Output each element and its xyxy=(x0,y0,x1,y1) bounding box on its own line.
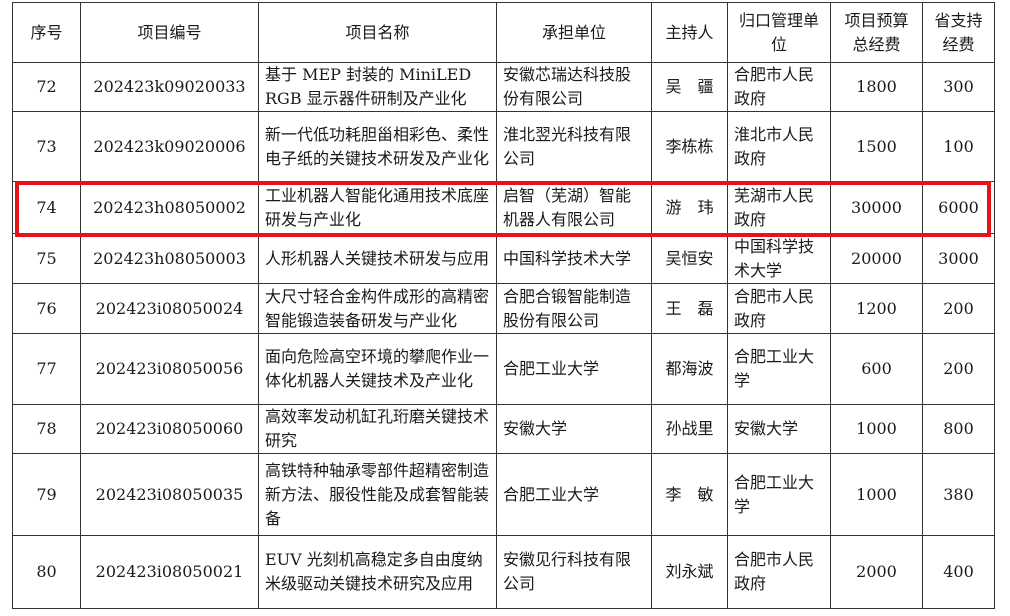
cell-leader: 孙战里 xyxy=(651,404,728,454)
cell-support: 380 xyxy=(922,453,995,536)
cell-support: 200 xyxy=(922,283,995,334)
cell-admin: 合肥市人民政府 xyxy=(727,283,831,334)
cell-leader: 刘永斌 xyxy=(651,535,728,609)
table-row: 73 202423k09020006 新一代低功耗胆甾相彩色、柔性电子纸的关键技术研… xyxy=(12,111,995,182)
cell-code: 202423i08050056 xyxy=(80,333,259,405)
table-row: 79 202423i08050035 高铁特种轴承零部件超精密制造新方法、服役性能及… xyxy=(12,453,995,536)
cell-leader: 李 敏 xyxy=(651,453,728,536)
cell-unit: 安徽见行科技有限公司 xyxy=(496,535,652,609)
cell-admin: 合肥工业大学 xyxy=(727,333,831,405)
cell-unit: 启智（芜湖）智能机器人有限公司 xyxy=(496,181,652,234)
cell-leader: 王 磊 xyxy=(651,283,728,334)
cell-leader: 李栋栋 xyxy=(651,111,728,182)
cell-admin: 安徽大学 xyxy=(727,404,831,454)
header-name: 项目名称 xyxy=(258,2,497,63)
cell-support: 6000 xyxy=(922,181,995,234)
cell-support: 200 xyxy=(922,333,995,405)
header-row: 序号 项目编号 项目名称 承担单位 主持人 归口管理单位 项目预算总经费 省支持… xyxy=(12,2,995,63)
header-no: 序号 xyxy=(12,2,81,63)
cell-admin: 中国科学技术大学 xyxy=(727,233,831,284)
cell-code: 202423i08050021 xyxy=(80,535,259,609)
header-leader: 主持人 xyxy=(651,2,728,63)
cell-name: 工业机器人智能化通用技术底座研发与产业化 xyxy=(258,181,497,234)
cell-support: 300 xyxy=(922,62,995,112)
cell-budget: 600 xyxy=(830,333,923,405)
cell-no: 80 xyxy=(12,535,81,609)
cell-name: 新一代低功耗胆甾相彩色、柔性电子纸的关键技术研发及产业化 xyxy=(258,111,497,182)
cell-leader: 都海波 xyxy=(651,333,728,405)
cell-name: 大尺寸轻合金构件成形的高精密智能锻造装备研发与产业化 xyxy=(258,283,497,334)
cell-leader: 吴 疆 xyxy=(651,62,728,112)
cell-name: 高铁特种轴承零部件超精密制造新方法、服役性能及成套智能装备 xyxy=(258,453,497,536)
cell-unit: 合肥合锻智能制造股份有限公司 xyxy=(496,283,652,334)
cell-budget: 1500 xyxy=(830,111,923,182)
table-row: 78 202423i08050060 高效率发动机缸孔珩磨关键技术研究 安徽大学 孙战里… xyxy=(12,404,995,454)
cell-support: 400 xyxy=(922,535,995,609)
cell-budget: 1800 xyxy=(830,62,923,112)
cell-no: 73 xyxy=(12,111,81,182)
cell-code: 202423k09020006 xyxy=(80,111,259,182)
cell-unit: 安徽芯瑞达科技股份有限公司 xyxy=(496,62,652,112)
table-row: 72 202423k09020033 基于 MEP 封装的 MiniLED RGB … xyxy=(12,62,995,112)
cell-no: 77 xyxy=(12,333,81,405)
cell-no: 78 xyxy=(12,404,81,454)
cell-code: 202423h08050003 xyxy=(80,233,259,284)
cell-name: 人形机器人关键技术研发与应用 xyxy=(258,233,497,284)
cell-code: 202423i08050060 xyxy=(80,404,259,454)
table-row: 77 202423i08050056 面向危险高空环境的攀爬作业一体化机器人关键技术… xyxy=(12,333,995,405)
cell-admin: 合肥工业大学 xyxy=(727,453,831,536)
cell-admin: 合肥市人民政府 xyxy=(727,535,831,609)
cell-budget: 1000 xyxy=(830,404,923,454)
project-table: 序号 项目编号 项目名称 承担单位 主持人 归口管理单位 项目预算总经费 省支持… xyxy=(12,2,995,609)
cell-support: 3000 xyxy=(922,233,995,284)
cell-unit: 中国科学技术大学 xyxy=(496,233,652,284)
cell-code: 202423i08050024 xyxy=(80,283,259,334)
cell-admin: 芜湖市人民政府 xyxy=(727,181,831,234)
header-admin: 归口管理单位 xyxy=(727,2,831,63)
cell-no: 72 xyxy=(12,62,81,112)
table-row: 80 202423i08050021 EUV 光刻机高稳定多自由度纳米级驱动关键技术… xyxy=(12,535,995,609)
cell-leader: 游 玮 xyxy=(651,181,728,234)
cell-admin: 合肥市人民政府 xyxy=(727,62,831,112)
cell-no: 74 xyxy=(12,181,81,234)
cell-budget: 20000 xyxy=(830,233,923,284)
cell-admin: 淮北市人民政府 xyxy=(727,111,831,182)
cell-unit: 合肥工业大学 xyxy=(496,333,652,405)
cell-unit: 淮北翌光科技有限公司 xyxy=(496,111,652,182)
cell-name: 基于 MEP 封装的 MiniLED RGB 显示器件研制及产业化 xyxy=(258,62,497,112)
cell-unit: 合肥工业大学 xyxy=(496,453,652,536)
cell-code: 202423k09020033 xyxy=(80,62,259,112)
cell-no: 79 xyxy=(12,453,81,536)
cell-name: 面向危险高空环境的攀爬作业一体化机器人关键技术及产业化 xyxy=(258,333,497,405)
table-row: 75 202423h08050003 人形机器人关键技术研发与应用 中国科学技术大学吴… xyxy=(12,233,995,284)
cell-unit: 安徽大学 xyxy=(496,404,652,454)
table-row: 76 202423i08050024 大尺寸轻合金构件成形的高精密智能锻造装备研发与… xyxy=(12,283,995,334)
cell-budget: 2000 xyxy=(830,535,923,609)
cell-budget: 30000 xyxy=(830,181,923,234)
cell-no: 75 xyxy=(12,233,81,284)
cell-leader: 吴恒安 xyxy=(651,233,728,284)
cell-support: 100 xyxy=(922,111,995,182)
header-support: 省支持经费 xyxy=(922,2,995,63)
header-code: 项目编号 xyxy=(80,2,259,63)
cell-support: 800 xyxy=(922,404,995,454)
cell-budget: 1000 xyxy=(830,453,923,536)
table-row: 74 202423h08050002 工业机器人智能化通用技术底座研发与产业化 启智（… xyxy=(12,181,995,234)
header-budget: 项目预算总经费 xyxy=(830,2,923,63)
cell-budget: 1200 xyxy=(830,283,923,334)
cell-name: EUV 光刻机高稳定多自由度纳米级驱动关键技术研究及应用 xyxy=(258,535,497,609)
cell-name: 高效率发动机缸孔珩磨关键技术研究 xyxy=(258,404,497,454)
cell-code: 202423i08050035 xyxy=(80,453,259,536)
cell-code: 202423h08050002 xyxy=(80,181,259,234)
header-unit: 承担单位 xyxy=(496,2,652,63)
cell-no: 76 xyxy=(12,283,81,334)
